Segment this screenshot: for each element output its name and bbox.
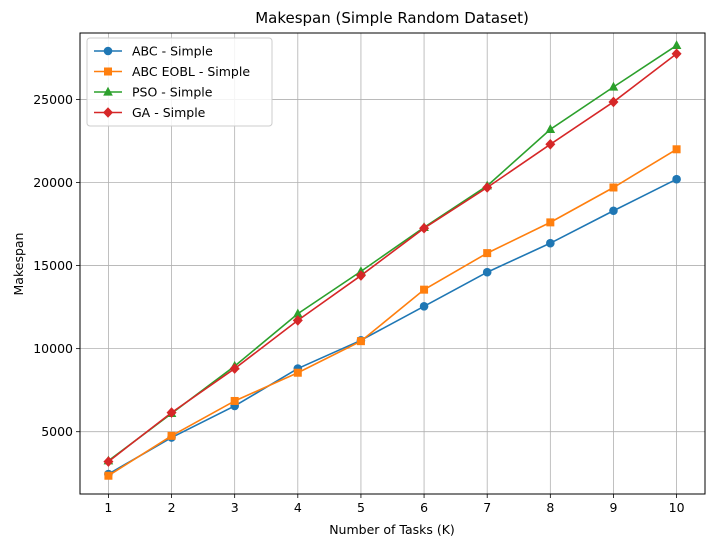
x-tick-label: 10 xyxy=(669,500,685,515)
data-point xyxy=(419,222,430,234)
series-line xyxy=(108,178,677,475)
x-tick-label: 1 xyxy=(104,500,112,515)
plot-frame xyxy=(79,32,706,495)
x-axis-label: Number of Tasks (K) xyxy=(329,522,455,537)
y-tick-label: 10000 xyxy=(33,341,73,356)
data-point xyxy=(609,183,618,192)
series-layer xyxy=(103,40,682,480)
data-point xyxy=(103,456,114,467)
data-point xyxy=(545,124,556,133)
data-point xyxy=(546,238,555,248)
y-axis: 5000 10000 15000 20000 25000 xyxy=(33,92,80,439)
data-point xyxy=(419,301,429,311)
y-tick-label: 5000 xyxy=(41,424,73,439)
data-point xyxy=(482,182,493,193)
data-point xyxy=(546,218,555,227)
data-point xyxy=(420,285,429,294)
x-tick-label: 6 xyxy=(420,500,428,515)
data-point xyxy=(229,363,240,374)
legend-label: PSO - Simple xyxy=(132,85,213,100)
y-axis-label: Makespan xyxy=(11,233,26,296)
x-tick-label: 2 xyxy=(168,500,176,515)
data-point xyxy=(355,270,366,281)
x-tick-label: 8 xyxy=(546,500,554,515)
y-tick-label: 25000 xyxy=(33,92,73,107)
data-point xyxy=(672,174,681,184)
legend-entry: ABC EOBL - Simple xyxy=(94,64,250,79)
data-point xyxy=(482,267,492,277)
x-tick-label: 4 xyxy=(294,500,302,515)
x-tick-label: 5 xyxy=(357,500,365,515)
data-point xyxy=(608,96,619,108)
data-point xyxy=(104,67,112,76)
data-point xyxy=(609,206,618,216)
y-tick-label: 15000 xyxy=(33,258,73,273)
legend-entry: PSO - Simple xyxy=(94,85,213,100)
data-point xyxy=(104,471,113,480)
data-point xyxy=(672,145,681,154)
legend-box xyxy=(86,37,273,127)
legend-entry: GA - Simple xyxy=(94,105,206,120)
series-abc-simple xyxy=(104,174,681,479)
legend-entry: ABC - Simple xyxy=(94,44,213,59)
data-point xyxy=(230,396,239,405)
data-point xyxy=(167,431,176,440)
data-point xyxy=(293,308,303,318)
x-tick-label: 9 xyxy=(609,500,617,515)
data-point xyxy=(293,368,302,377)
x-axis: 1 2 3 4 5 6 7 8 9 10 xyxy=(104,494,685,515)
x-tick-label: 7 xyxy=(483,500,491,515)
chart-title: Makespan (Simple Random Dataset) xyxy=(255,9,529,27)
data-point xyxy=(671,48,682,60)
legend-label: ABC EOBL - Simple xyxy=(132,64,250,79)
series-line xyxy=(107,148,678,477)
data-point xyxy=(608,81,619,91)
series-ga-simple xyxy=(103,48,682,467)
data-point xyxy=(103,46,113,56)
data-point xyxy=(103,107,113,118)
data-point xyxy=(545,139,556,150)
legend-label: ABC - Simple xyxy=(132,44,213,59)
series-abc-eobl-simple xyxy=(104,145,681,480)
series-line xyxy=(107,53,678,463)
data-point xyxy=(671,40,682,50)
data-point xyxy=(292,315,303,326)
legend-label: GA - Simple xyxy=(132,105,206,120)
legend: ABC - Simple ABC EOBL - Simple PSO - Simpl… xyxy=(86,37,273,127)
data-point xyxy=(356,337,365,346)
data-point xyxy=(103,86,113,96)
data-point xyxy=(166,407,177,418)
data-point xyxy=(483,249,492,258)
x-tick-label: 3 xyxy=(231,500,239,515)
y-tick-label: 20000 xyxy=(33,175,73,190)
